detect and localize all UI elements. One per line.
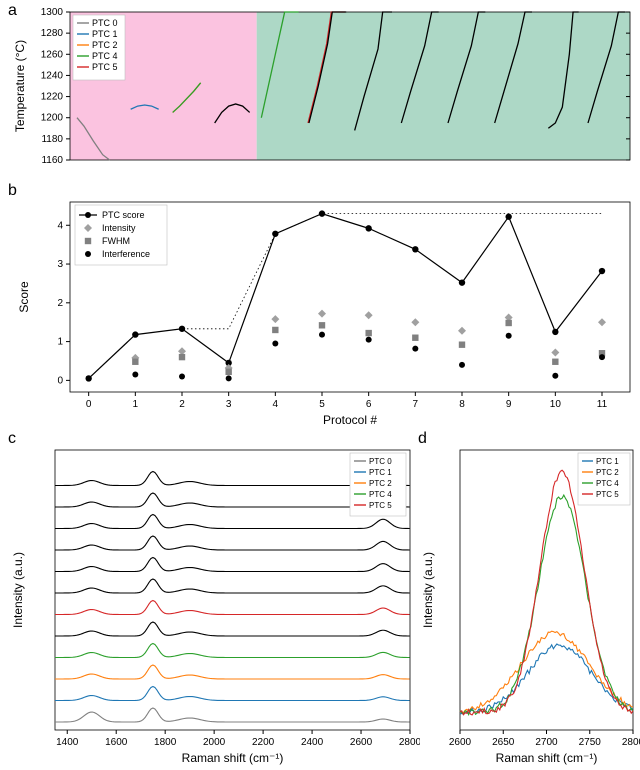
svg-text:PTC 4: PTC 4 xyxy=(596,479,619,488)
svg-text:1300: 1300 xyxy=(41,7,64,18)
svg-text:PTC 2: PTC 2 xyxy=(92,40,118,50)
svg-text:2650: 2650 xyxy=(492,737,515,748)
svg-text:4: 4 xyxy=(57,220,63,231)
panel-a-chart: 1160 1180 1200 1220 1240 1260 1280 1300 Temperat… xyxy=(0,0,640,180)
svg-text:PTC 2: PTC 2 xyxy=(369,479,392,488)
svg-text:2: 2 xyxy=(179,399,185,410)
svg-text:PTC 2: PTC 2 xyxy=(596,468,619,477)
svg-text:3: 3 xyxy=(57,259,63,270)
svg-text:1180: 1180 xyxy=(41,134,63,145)
svg-text:2600: 2600 xyxy=(449,737,472,748)
svg-text:PTC 1: PTC 1 xyxy=(92,29,118,39)
panel-b-chart: 0 1 2 3 4 0 1 2 3 4 5 6 7 8 9 10 11 Protocol # Score PTC sc… xyxy=(0,182,640,430)
svg-text:1600: 1600 xyxy=(105,737,128,748)
svg-text:PTC 0: PTC 0 xyxy=(92,18,118,28)
svg-text:7: 7 xyxy=(413,399,419,410)
svg-text:PTC score: PTC score xyxy=(102,210,145,220)
svg-text:1800: 1800 xyxy=(154,737,177,748)
svg-text:Intensity: Intensity xyxy=(102,223,136,233)
svg-text:PTC 5: PTC 5 xyxy=(92,62,118,72)
svg-text:PTC 0: PTC 0 xyxy=(369,457,392,466)
svg-text:2200: 2200 xyxy=(252,737,275,748)
svg-text:0: 0 xyxy=(86,399,92,410)
svg-text:2000: 2000 xyxy=(203,737,226,748)
panel-c-chart: 1400 1600 1800 2000 2200 2400 2600 2800 Raman sh… xyxy=(0,430,420,770)
svg-text:2700: 2700 xyxy=(535,737,558,748)
svg-text:2400: 2400 xyxy=(301,737,324,748)
svg-text:2600: 2600 xyxy=(350,737,373,748)
svg-text:1: 1 xyxy=(133,399,139,410)
svg-text:FWHM: FWHM xyxy=(102,236,130,246)
svg-text:3: 3 xyxy=(226,399,232,410)
svg-text:PTC 5: PTC 5 xyxy=(596,490,619,499)
svg-text:2800: 2800 xyxy=(622,737,640,748)
svg-text:1280: 1280 xyxy=(41,28,64,39)
svg-text:Score: Score xyxy=(17,281,31,313)
svg-text:11: 11 xyxy=(597,399,608,410)
svg-text:10: 10 xyxy=(550,399,562,410)
svg-text:2750: 2750 xyxy=(579,737,602,748)
svg-text:Raman shift (cm⁻¹): Raman shift (cm⁻¹) xyxy=(182,751,284,765)
svg-text:Temperature (°C): Temperature (°C) xyxy=(13,40,27,132)
svg-text:1220: 1220 xyxy=(41,92,64,103)
svg-text:Raman shift (cm⁻¹): Raman shift (cm⁻¹) xyxy=(496,751,598,765)
figure-root: a b c d 11601180120012201240126012801300… xyxy=(0,0,640,770)
svg-text:PTC 4: PTC 4 xyxy=(369,490,392,499)
svg-text:PTC 1: PTC 1 xyxy=(596,457,619,466)
panel-d-chart: 2600 2650 2700 2750 2800 Raman shift (cm⁻¹) In… xyxy=(418,430,640,770)
svg-text:8: 8 xyxy=(459,399,465,410)
svg-text:1240: 1240 xyxy=(41,70,64,81)
svg-text:9: 9 xyxy=(506,399,512,410)
svg-text:1160: 1160 xyxy=(41,155,63,166)
svg-text:PTC 4: PTC 4 xyxy=(92,51,118,61)
svg-text:0: 0 xyxy=(57,375,63,386)
svg-text:2: 2 xyxy=(57,298,63,309)
svg-text:1: 1 xyxy=(57,337,63,348)
svg-text:Intensity (a.u.): Intensity (a.u.) xyxy=(11,552,25,628)
svg-text:1400: 1400 xyxy=(56,737,79,748)
svg-text:1260: 1260 xyxy=(41,49,64,60)
svg-text:4: 4 xyxy=(273,399,279,410)
svg-text:Protocol #: Protocol # xyxy=(323,413,377,427)
svg-text:2800: 2800 xyxy=(399,737,420,748)
svg-text:PTC 5: PTC 5 xyxy=(369,501,392,510)
svg-text:6: 6 xyxy=(366,399,372,410)
svg-text:PTC 1: PTC 1 xyxy=(369,468,392,477)
svg-text:Intensity (a.u.): Intensity (a.u.) xyxy=(421,552,435,628)
svg-text:1200: 1200 xyxy=(41,113,64,124)
svg-text:Interference: Interference xyxy=(102,249,150,259)
svg-text:5: 5 xyxy=(319,399,325,410)
